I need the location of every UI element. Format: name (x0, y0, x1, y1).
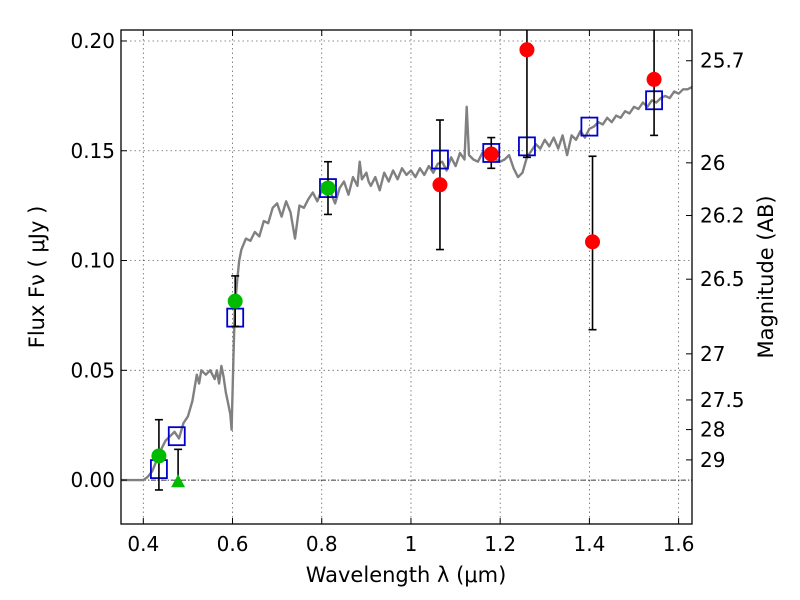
x-tick-label: 0.4 (127, 532, 159, 556)
upper-limit-triangle (171, 474, 186, 488)
x-axis-label: Wavelength λ (μm) (306, 563, 507, 587)
hst-detection-point (585, 234, 601, 250)
hst-detection-point (519, 42, 535, 58)
x-tick-label: 1.6 (663, 532, 695, 556)
x-tick-label: 1 (405, 532, 418, 556)
ground-detection-point (227, 293, 243, 309)
x-tick-label: 0.8 (306, 532, 338, 556)
hst-detection-point (483, 146, 499, 162)
sed-model-line (121, 86, 693, 482)
magnitude-tick-label: 25.7 (700, 49, 745, 73)
grid-layer (121, 30, 692, 524)
model-photometry-square (580, 116, 599, 137)
magnitude-axis-ticks: 25.7 26 26.2 26.5 27 27.5 28 29 (686, 49, 745, 472)
y-tick-label: 0.20 (70, 29, 115, 53)
magnitude-tick-label: 28 (700, 418, 725, 442)
plot-area (121, 30, 693, 491)
magnitude-tick-label: 26.5 (700, 267, 745, 291)
plot-frame (120, 29, 693, 525)
ground-detection-point (320, 180, 336, 196)
x-tick-label: 1.4 (573, 532, 605, 556)
ground-detection-point (151, 448, 167, 464)
magnitude-tick-label: 26.2 (700, 204, 745, 228)
magnitude-axis-label: Magnitude (AB) (754, 195, 778, 358)
y-tick-label: 0.05 (70, 358, 115, 382)
y-axis-label: Flux Fν ( μJy ) (25, 206, 49, 349)
magnitude-tick-label: 26 (700, 151, 725, 175)
y-axis-ticks: 0.00 0.05 0.10 0.15 0.20 (70, 29, 127, 492)
hst-detection-point (646, 71, 662, 87)
hst-detection-point (432, 177, 448, 193)
magnitude-tick-label: 29 (700, 448, 725, 472)
model-photometry-square (167, 426, 186, 447)
y-tick-label: 0.00 (70, 468, 115, 492)
magnitude-tick-label: 27.5 (700, 388, 745, 412)
y-tick-label: 0.15 (70, 139, 115, 163)
magnitude-tick-label: 27 (700, 342, 725, 366)
x-tick-label: 0.6 (217, 532, 249, 556)
y-tick-label: 0.10 (70, 249, 115, 273)
x-tick-label: 1.2 (484, 532, 516, 556)
x-axis-ticks: 0.4 0.6 0.8 1 1.2 1.4 1.6 (127, 30, 695, 556)
